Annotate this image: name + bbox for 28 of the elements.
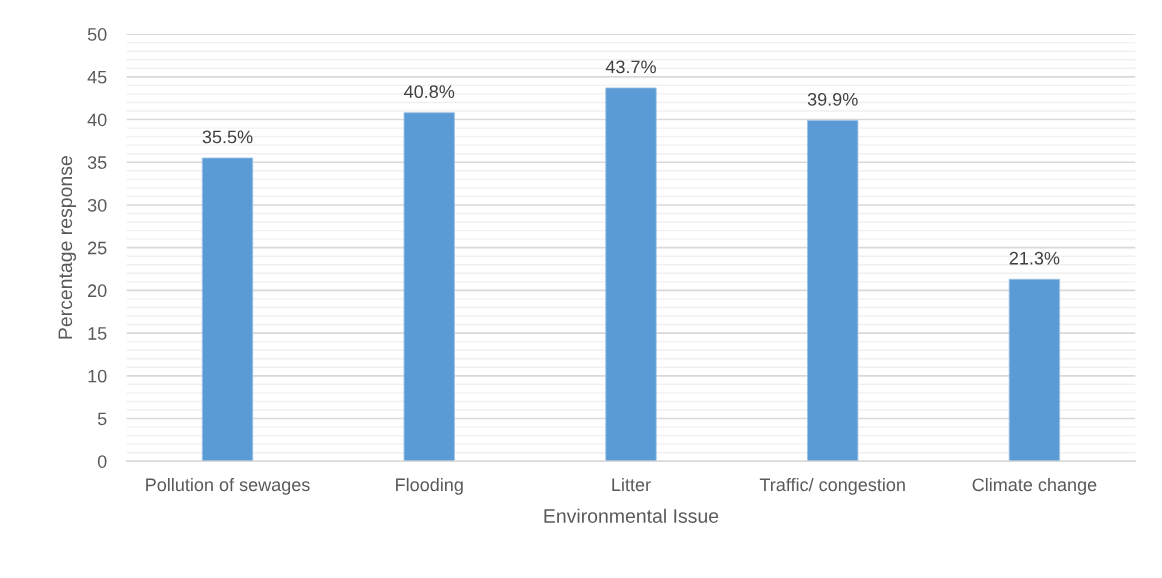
x-axis-title: Environmental Issue <box>544 508 719 523</box>
x-tick-label: Litter <box>612 477 651 492</box>
y-axis-title: Percentage response <box>58 156 77 339</box>
x-tick-label: Pollution of sewages <box>146 477 310 495</box>
x-tick-label: Flooding <box>396 477 463 495</box>
y-tick-label: 15 <box>88 327 107 340</box>
bar <box>605 87 657 462</box>
x-tick-label: Climate change <box>972 477 1097 495</box>
bar <box>807 119 859 462</box>
bar <box>201 157 254 462</box>
y-tick-label: 40 <box>87 113 107 127</box>
y-tick-label: 5 <box>97 412 107 426</box>
y-tick-label: 30 <box>87 198 107 212</box>
data-label: 21.3% <box>1009 251 1060 265</box>
x-tick-label: Traffic/ congestion <box>759 477 905 495</box>
y-tick-label: 0 <box>97 455 107 468</box>
bar <box>403 112 455 462</box>
data-label: 39.9% <box>807 92 858 106</box>
y-tick-label: 35 <box>87 156 107 169</box>
y-tick-label: 45 <box>87 70 107 84</box>
y-tick-label: 20 <box>88 284 107 298</box>
data-label: 40.8% <box>404 85 455 99</box>
data-label: 43.7% <box>605 60 656 74</box>
y-tick-label: 10 <box>88 369 107 383</box>
y-tick-label: 25 <box>88 241 107 255</box>
data-label: 35.5% <box>202 130 253 144</box>
bar <box>1008 278 1061 462</box>
y-tick-label: 50 <box>87 28 107 41</box>
